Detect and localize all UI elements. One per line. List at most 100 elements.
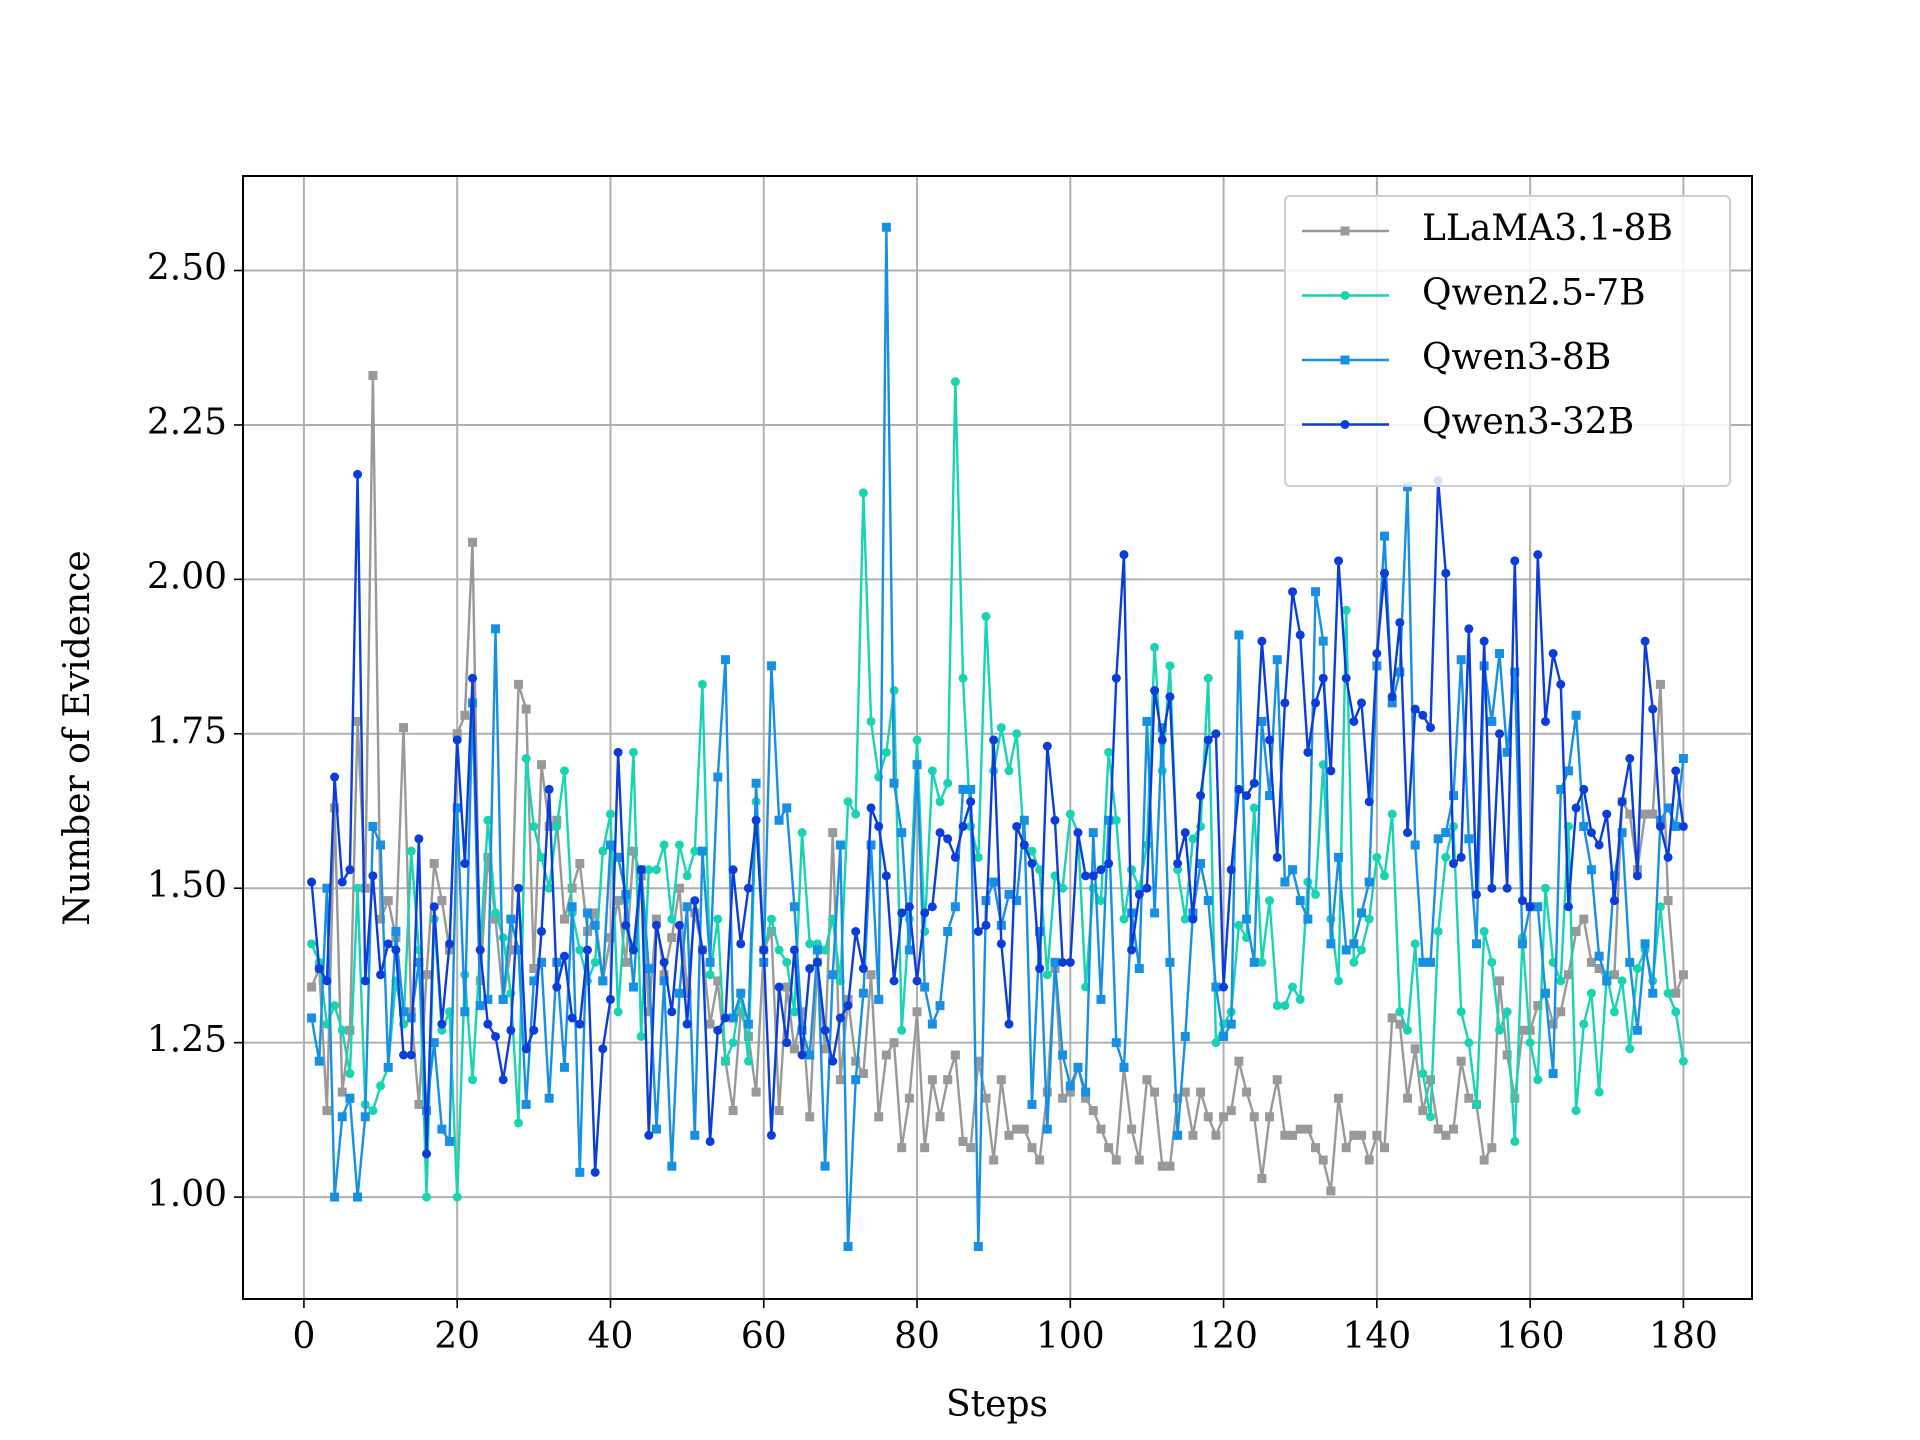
legend-marker (1340, 420, 1350, 429)
data-point (376, 970, 386, 980)
data-point (1019, 815, 1029, 825)
data-point (1058, 883, 1068, 893)
data-point (452, 729, 462, 739)
data-point (353, 1192, 363, 1202)
data-point (1517, 1025, 1527, 1035)
data-point (1403, 828, 1413, 838)
data-point (575, 945, 585, 955)
data-point (1349, 957, 1359, 967)
data-point (475, 945, 485, 955)
data-point (858, 1069, 868, 1079)
data-point (605, 809, 615, 819)
data-point (889, 976, 899, 986)
data-point (1042, 1124, 1052, 1134)
data-point (1257, 957, 1267, 967)
data-point (1471, 1099, 1481, 1109)
data-point (851, 926, 861, 936)
data-point (1127, 1124, 1137, 1134)
data-point (812, 945, 822, 955)
data-point (1058, 957, 1068, 967)
legend-label: Qwen2.5-7B (1422, 273, 1646, 314)
data-point (820, 1025, 830, 1035)
data-point (851, 809, 861, 819)
data-point (1517, 896, 1527, 906)
data-point (422, 970, 432, 980)
data-point (314, 964, 324, 974)
data-point (406, 1013, 416, 1023)
data-point (1157, 723, 1167, 733)
data-point (491, 624, 501, 634)
data-point (1464, 624, 1474, 634)
data-point (368, 871, 378, 881)
data-point (904, 902, 914, 912)
data-point (897, 1143, 907, 1153)
legend: LLaMA3.1-8B Qwen2.5-7B Qwen3-8B Qwen3-32B (1284, 195, 1731, 487)
data-point (529, 1025, 539, 1035)
data-point (1655, 902, 1665, 912)
data-point (1272, 655, 1282, 665)
data-point (996, 939, 1006, 949)
data-point (1625, 809, 1635, 819)
data-point (1173, 859, 1183, 869)
data-point (1272, 1001, 1282, 1011)
data-point (1280, 1130, 1290, 1140)
data-point (1586, 828, 1596, 838)
data-point (399, 723, 409, 733)
data-point (514, 883, 524, 893)
data-point (996, 723, 1006, 733)
data-point (1334, 852, 1344, 862)
data-point (337, 1112, 347, 1122)
data-point (1165, 957, 1175, 967)
data-point (651, 920, 661, 930)
data-point (705, 970, 715, 980)
data-point (1502, 883, 1512, 893)
x-tick-label: 100 (1036, 1316, 1105, 1357)
data-point (498, 1075, 508, 1085)
data-point (1671, 766, 1681, 776)
data-point (621, 889, 631, 899)
data-point (360, 976, 370, 986)
data-point (1678, 970, 1688, 980)
data-point (1058, 1093, 1068, 1103)
data-point (843, 1001, 853, 1011)
data-point (1349, 939, 1359, 949)
data-point (1065, 957, 1075, 967)
data-point (1012, 896, 1022, 906)
data-point (613, 747, 623, 757)
data-point (1334, 556, 1344, 566)
data-point (904, 945, 914, 955)
data-point (613, 896, 623, 906)
data-point (1211, 982, 1221, 992)
data-point (943, 1075, 953, 1085)
series (307, 377, 1688, 1202)
data-point (1418, 957, 1428, 967)
data-point (307, 877, 317, 887)
data-point (920, 1143, 930, 1153)
data-point (353, 469, 363, 479)
data-point (1487, 883, 1497, 893)
data-point (1487, 716, 1497, 726)
data-point (1479, 926, 1489, 936)
data-point (1081, 1093, 1091, 1103)
data-point (628, 982, 638, 992)
data-point (406, 846, 416, 856)
data-point (1272, 1075, 1282, 1085)
data-point (935, 1112, 945, 1122)
data-point (1311, 587, 1321, 597)
data-point (506, 945, 516, 955)
data-point (1004, 766, 1014, 776)
data-point (797, 1025, 807, 1035)
data-point (1318, 1155, 1328, 1165)
legend-label: Qwen3-32B (1422, 402, 1634, 443)
data-point (1027, 1143, 1037, 1153)
data-point (1418, 1106, 1428, 1116)
data-point (1257, 636, 1267, 646)
x-tick-label: 180 (1649, 1316, 1718, 1357)
data-point (1134, 889, 1144, 899)
data-point (743, 1056, 753, 1066)
data-point (322, 883, 332, 893)
data-point (866, 970, 876, 980)
data-point (1050, 815, 1060, 825)
data-point (307, 1013, 317, 1023)
data-point (1027, 859, 1037, 869)
